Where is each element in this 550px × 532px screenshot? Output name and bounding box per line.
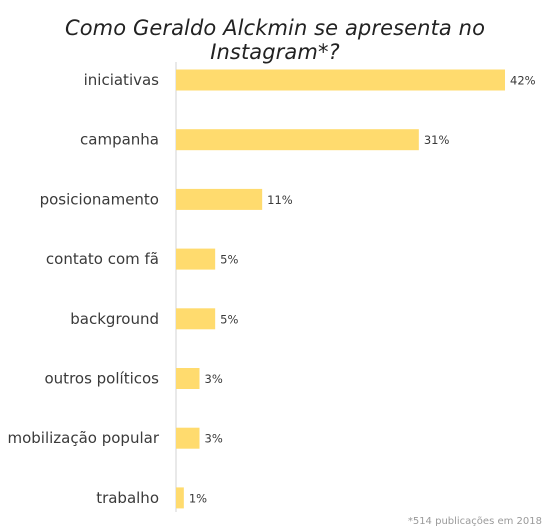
category-label: trabalho <box>96 489 159 507</box>
value-label: 11% <box>267 193 293 207</box>
bar <box>176 487 184 509</box>
value-label: 5% <box>220 312 238 326</box>
chart-title: Como Geraldo Alckmin se apresenta no Ins… <box>64 16 486 64</box>
bar <box>176 69 505 91</box>
bar <box>176 368 200 389</box>
bars-group: iniciativas 42% campanha 31% posicionamento 1… <box>7 69 536 509</box>
category-label: posicionamento <box>40 190 159 208</box>
value-label: 5% <box>220 253 238 267</box>
category-label: background <box>70 310 159 328</box>
category-label: campanha <box>80 131 159 149</box>
bar <box>176 248 216 270</box>
bar <box>176 308 216 330</box>
value-label: 3% <box>205 372 223 386</box>
category-label: outros políticos <box>45 370 160 388</box>
bar <box>176 188 263 210</box>
value-label: 1% <box>189 491 207 505</box>
category-label: mobilização popular <box>7 429 159 447</box>
footnote: *514 publicações em 2018 <box>407 516 542 527</box>
value-label: 31% <box>424 133 450 147</box>
bar <box>176 129 419 151</box>
value-label: 3% <box>205 432 223 446</box>
category-label: iniciativas <box>84 71 160 89</box>
category-label: contato com fã <box>46 250 159 268</box>
bar <box>176 427 200 449</box>
value-label: 42% <box>510 74 536 88</box>
